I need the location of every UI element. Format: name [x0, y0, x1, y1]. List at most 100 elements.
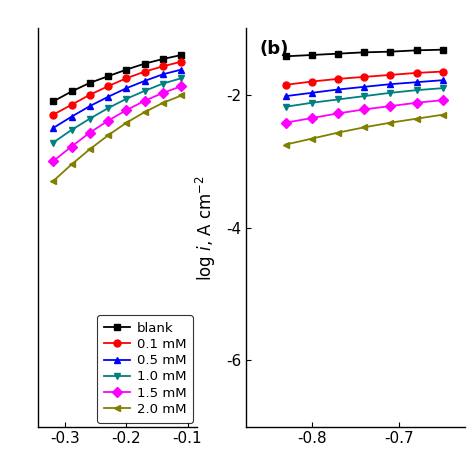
- 1.5 mM: [179, 83, 184, 89]
- 0.1 mM: [361, 74, 367, 80]
- Line: blank: blank: [50, 52, 185, 105]
- Line: 0.5 mM: 0.5 mM: [282, 77, 446, 100]
- 2.0 mM: [69, 162, 74, 167]
- 0.5 mM: [309, 90, 315, 96]
- 0.5 mM: [283, 93, 289, 99]
- 0.1 mM: [124, 75, 129, 81]
- 0.5 mM: [50, 125, 56, 131]
- 0.1 mM: [335, 76, 341, 82]
- 2.0 mM: [160, 100, 166, 106]
- 0.1 mM: [309, 79, 315, 84]
- 1.0 mM: [50, 140, 56, 146]
- 0.5 mM: [361, 84, 367, 90]
- 1.5 mM: [283, 120, 289, 126]
- 1.5 mM: [335, 110, 341, 116]
- 1.0 mM: [142, 88, 147, 94]
- Line: blank: blank: [282, 46, 446, 60]
- blank: [335, 51, 341, 56]
- Line: 1.5 mM: 1.5 mM: [50, 82, 185, 164]
- 2.0 mM: [335, 130, 341, 136]
- 1.5 mM: [388, 103, 393, 109]
- 1.5 mM: [105, 118, 111, 124]
- Line: 2.0 mM: 2.0 mM: [50, 92, 185, 184]
- blank: [309, 52, 315, 58]
- 0.1 mM: [414, 70, 419, 76]
- 0.5 mM: [87, 103, 93, 109]
- 0.1 mM: [87, 92, 93, 98]
- 1.0 mM: [388, 90, 393, 96]
- 1.5 mM: [361, 107, 367, 112]
- 1.5 mM: [87, 130, 93, 136]
- blank: [69, 89, 74, 94]
- 1.0 mM: [124, 96, 129, 101]
- Line: 0.5 mM: 0.5 mM: [50, 66, 185, 131]
- Line: 1.5 mM: 1.5 mM: [282, 97, 446, 126]
- Line: 1.0 mM: 1.0 mM: [50, 75, 185, 146]
- blank: [388, 49, 393, 55]
- 1.0 mM: [179, 75, 184, 81]
- 1.5 mM: [309, 115, 315, 121]
- 0.1 mM: [283, 82, 289, 88]
- 2.0 mM: [50, 178, 56, 184]
- blank: [179, 52, 184, 58]
- 1.0 mM: [361, 93, 367, 99]
- 0.5 mM: [335, 87, 341, 92]
- 1.0 mM: [87, 116, 93, 121]
- 0.5 mM: [105, 94, 111, 100]
- 1.5 mM: [124, 107, 129, 113]
- 2.0 mM: [309, 136, 315, 141]
- 2.0 mM: [124, 120, 129, 126]
- 1.0 mM: [309, 100, 315, 106]
- 2.0 mM: [440, 112, 446, 118]
- 1.0 mM: [414, 87, 419, 93]
- blank: [142, 61, 147, 66]
- Line: 1.0 mM: 1.0 mM: [282, 85, 446, 110]
- 1.5 mM: [160, 90, 166, 96]
- blank: [440, 47, 446, 53]
- 0.1 mM: [440, 69, 446, 74]
- 0.5 mM: [388, 82, 393, 87]
- 0.5 mM: [414, 79, 419, 85]
- 2.0 mM: [179, 92, 184, 98]
- 0.5 mM: [142, 78, 147, 84]
- 1.0 mM: [160, 81, 166, 86]
- Line: 0.1 mM: 0.1 mM: [282, 68, 446, 88]
- 2.0 mM: [388, 120, 393, 126]
- blank: [414, 47, 419, 53]
- Legend: blank, 0.1 mM, 0.5 mM, 1.0 mM, 1.5 mM, 2.0 mM: blank, 0.1 mM, 0.5 mM, 1.0 mM, 1.5 mM, 2…: [97, 315, 193, 423]
- 2.0 mM: [105, 132, 111, 138]
- 1.5 mM: [50, 158, 56, 164]
- 0.1 mM: [388, 72, 393, 78]
- 0.5 mM: [69, 114, 74, 119]
- 1.5 mM: [414, 100, 419, 106]
- Line: 0.1 mM: 0.1 mM: [50, 58, 185, 118]
- blank: [283, 54, 289, 59]
- blank: [87, 80, 93, 86]
- 2.0 mM: [361, 125, 367, 130]
- 1.0 mM: [440, 85, 446, 91]
- 1.0 mM: [69, 127, 74, 133]
- blank: [361, 49, 367, 55]
- 1.5 mM: [440, 97, 446, 103]
- 0.5 mM: [124, 85, 129, 91]
- 2.0 mM: [283, 142, 289, 147]
- 1.0 mM: [335, 97, 341, 102]
- 0.1 mM: [105, 83, 111, 89]
- 2.0 mM: [142, 109, 147, 115]
- Line: 2.0 mM: 2.0 mM: [282, 111, 446, 148]
- Y-axis label: log $i$, A cm$^{-2}$: log $i$, A cm$^{-2}$: [194, 174, 218, 281]
- 0.1 mM: [142, 69, 147, 74]
- 0.1 mM: [69, 102, 74, 108]
- 1.0 mM: [105, 105, 111, 111]
- blank: [105, 73, 111, 79]
- 0.5 mM: [440, 77, 446, 83]
- 2.0 mM: [87, 146, 93, 152]
- 0.1 mM: [50, 112, 56, 118]
- blank: [50, 99, 56, 104]
- 0.1 mM: [160, 64, 166, 69]
- 1.5 mM: [142, 98, 147, 104]
- 0.1 mM: [179, 59, 184, 64]
- 1.0 mM: [283, 104, 289, 109]
- 1.5 mM: [69, 144, 74, 149]
- blank: [160, 56, 166, 62]
